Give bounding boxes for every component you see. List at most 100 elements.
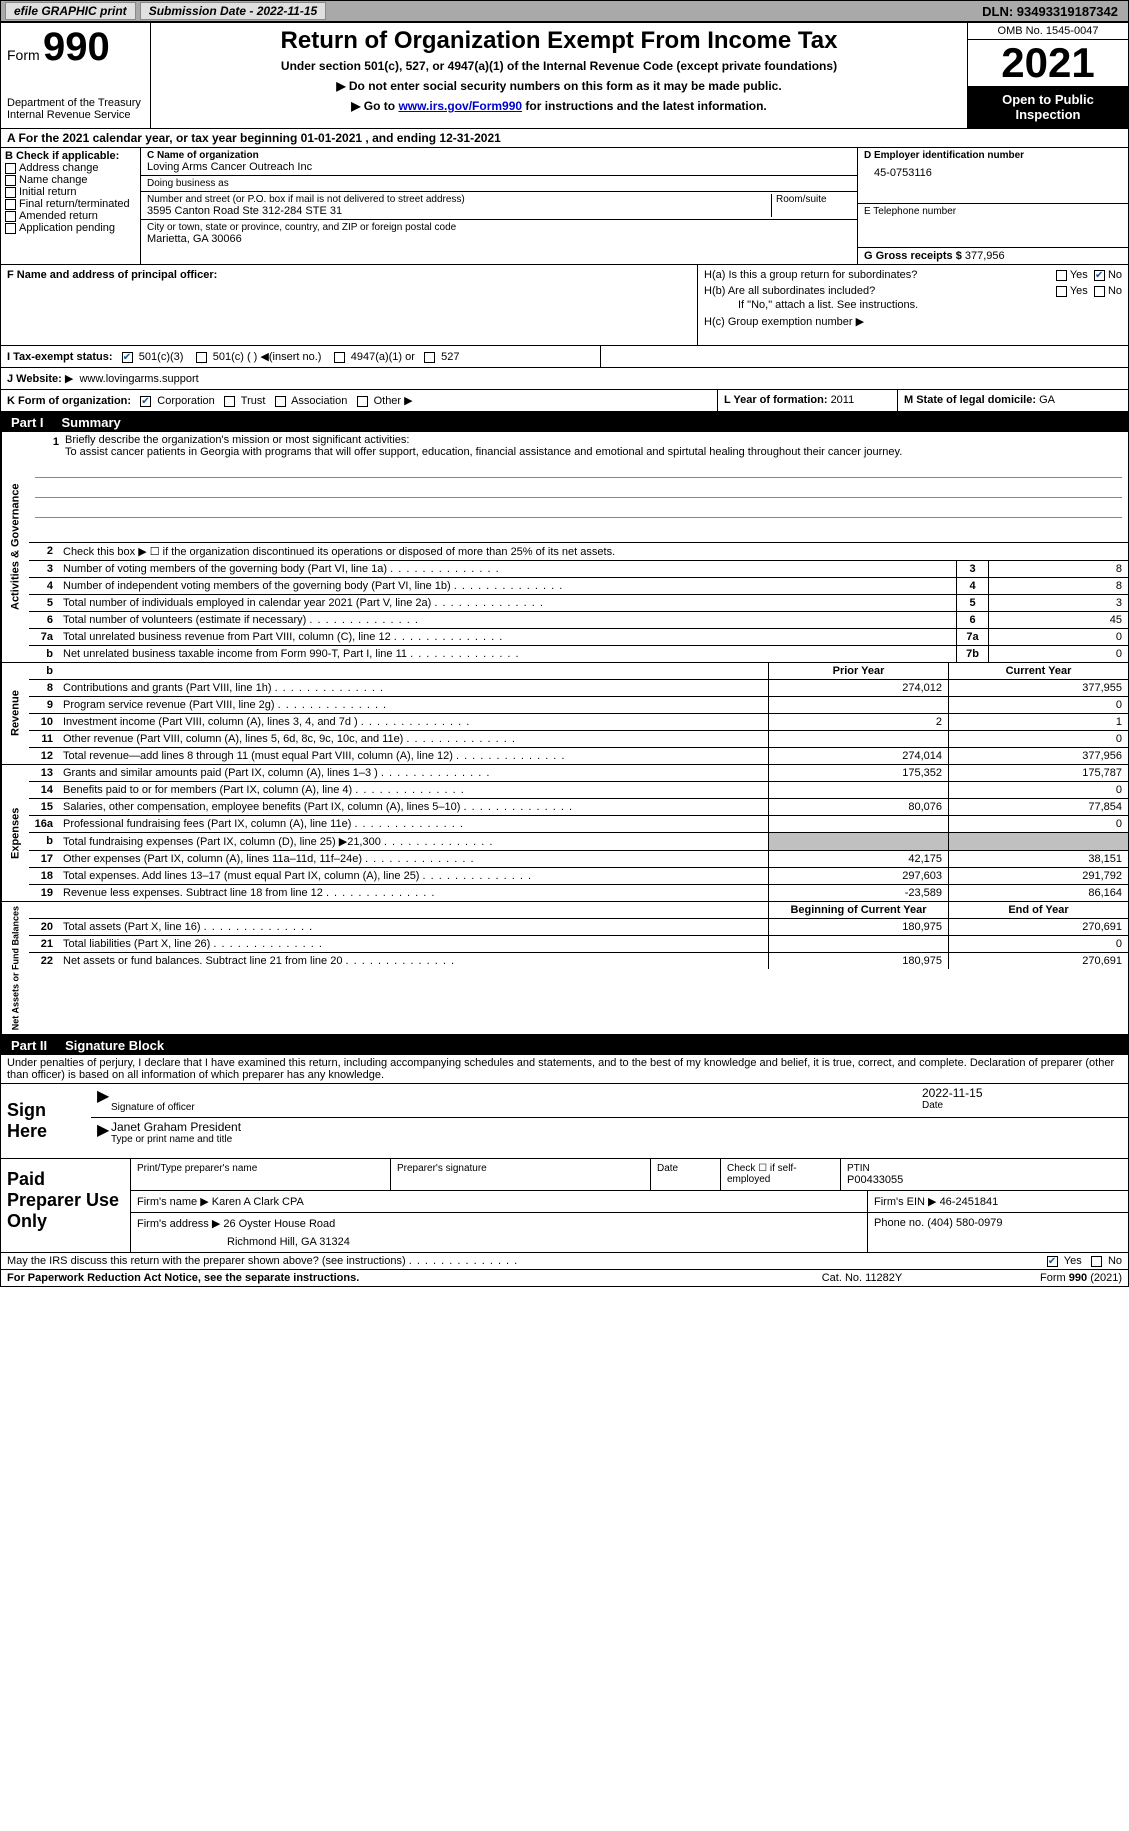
hb-no[interactable]: No <box>1094 285 1122 297</box>
line-14: 14Benefits paid to or for members (Part … <box>29 782 1128 799</box>
efile-print-button[interactable]: efile GRAPHIC print <box>5 2 136 20</box>
mission-text: To assist cancer patients in Georgia wit… <box>65 446 902 458</box>
website: www.lovingarms.support <box>79 373 198 385</box>
org-name: Loving Arms Cancer Outreach Inc <box>147 161 851 173</box>
line-15: 15Salaries, other compensation, employee… <box>29 799 1128 816</box>
principal-officer: F Name and address of principal officer: <box>1 265 698 345</box>
line-13: 13Grants and similar amounts paid (Part … <box>29 765 1128 782</box>
irs-link[interactable]: www.irs.gov/Form990 <box>398 99 522 113</box>
omb-number: OMB No. 1545-0047 <box>968 23 1128 40</box>
gross-receipts-box: G Gross receipts $ 377,956 <box>858 248 1128 264</box>
chk-4947[interactable]: 4947(a)(1) or <box>334 351 415 363</box>
tax-exempt-status: I Tax-exempt status: 501(c)(3) 501(c) ( … <box>1 346 601 367</box>
city-state-zip: Marietta, GA 30066 <box>147 233 851 245</box>
row-j: J Website: ▶ www.lovingarms.support <box>1 368 1128 390</box>
officer-name: Janet Graham President <box>111 1120 1122 1134</box>
col-b-title: B Check if applicable: <box>5 150 136 162</box>
form-note-link: ▶ Go to www.irs.gov/Form990 for instruct… <box>157 99 961 113</box>
discuss-no[interactable]: No <box>1091 1255 1122 1267</box>
firm-phone: (404) 580-0979 <box>927 1217 1002 1229</box>
org-name-box: C Name of organization Loving Arms Cance… <box>141 148 857 176</box>
header-right: OMB No. 1545-0047 2021 Open to Public In… <box>968 23 1128 128</box>
submission-date-button[interactable]: Submission Date - 2022-11-15 <box>140 2 327 20</box>
line-8: 8Contributions and grants (Part VIII, li… <box>29 680 1128 697</box>
page-footer: For Paperwork Reduction Act Notice, see … <box>1 1270 1128 1286</box>
form-label: Form <box>7 47 40 63</box>
summary-line-b: bNet unrelated business taxable income f… <box>29 646 1128 662</box>
netassets-header-row: Beginning of Current Year End of Year <box>29 902 1128 919</box>
dept-treasury: Department of the Treasury Internal Reve… <box>7 97 144 121</box>
row-i: I Tax-exempt status: 501(c)(3) 501(c) ( … <box>1 346 1128 368</box>
firm-addr2: Richmond Hill, GA 31324 <box>137 1230 861 1248</box>
form-990-2021: Form 990 (2021) <box>962 1272 1122 1284</box>
chk-app-pending[interactable]: Application pending <box>5 222 136 234</box>
column-b: B Check if applicable: Address change Na… <box>1 148 141 264</box>
chk-assoc[interactable]: Association <box>275 395 348 407</box>
form-title: Return of Organization Exempt From Incom… <box>157 27 961 55</box>
chk-final-return[interactable]: Final return/terminated <box>5 198 136 210</box>
street-address: 3595 Canton Road Ste 312-284 STE 31 <box>147 205 771 217</box>
ein-box: D Employer identification number 45-0753… <box>858 148 1128 204</box>
summary-line-4: 4Number of independent voting members of… <box>29 578 1128 595</box>
revenue-header-row: b Prior Year Current Year <box>29 663 1128 680</box>
chk-address-change[interactable]: Address change <box>5 162 136 174</box>
firm-addr1: 26 Oyster House Road <box>223 1218 335 1230</box>
form-note-ssn: ▶ Do not enter social security numbers o… <box>157 79 961 93</box>
tax-year: 2021 <box>968 40 1128 86</box>
column-d-e-g: D Employer identification number 45-0753… <box>858 148 1128 264</box>
tel-box: E Telephone number <box>858 204 1128 248</box>
summary-line-3: 3Number of voting members of the governi… <box>29 561 1128 578</box>
addr-box: Number and street (or P.O. box if mail i… <box>141 192 857 220</box>
year-formation: L Year of formation: 2011 <box>718 390 898 411</box>
line-9: 9Program service revenue (Part VIII, lin… <box>29 697 1128 714</box>
topbar: efile GRAPHIC print Submission Date - 20… <box>0 0 1129 22</box>
ptin: P00433055 <box>847 1174 1122 1186</box>
revenue-section: Revenue b Prior Year Current Year 8Contr… <box>1 663 1128 765</box>
part-2-header: Part II Signature Block <box>1 1035 1128 1055</box>
line-21: 21Total liabilities (Part X, line 26) 0 <box>29 936 1128 953</box>
ein: 45-0753116 <box>864 161 1122 179</box>
chk-trust[interactable]: Trust <box>224 395 266 407</box>
line-11: 11Other revenue (Part VIII, column (A), … <box>29 731 1128 748</box>
form-990-container: Form 990 Department of the Treasury Inte… <box>0 22 1129 1287</box>
group-return: H(a) Is this a group return for subordin… <box>698 265 1128 345</box>
chk-corp[interactable]: Corporation <box>140 395 215 407</box>
side-tab-netassets: Net Assets or Fund Balances <box>1 902 29 1034</box>
summary-line-6: 6Total number of volunteers (estimate if… <box>29 612 1128 629</box>
summary-line-7a: 7aTotal unrelated business revenue from … <box>29 629 1128 646</box>
row-f-h: F Name and address of principal officer:… <box>1 265 1128 346</box>
part-1-header: Part I Summary <box>1 412 1128 432</box>
signature-declaration: Under penalties of perjury, I declare th… <box>1 1055 1128 1083</box>
chk-name-change[interactable]: Name change <box>5 174 136 186</box>
ha-yes[interactable]: Yes <box>1056 269 1088 281</box>
chk-amended[interactable]: Amended return <box>5 210 136 222</box>
discuss-yes[interactable]: Yes <box>1047 1255 1082 1267</box>
line-16a: 16aProfessional fundraising fees (Part I… <box>29 816 1128 833</box>
chk-501c3[interactable]: 501(c)(3) <box>122 351 184 363</box>
side-tab-governance: Activities & Governance <box>1 432 29 662</box>
ha-no[interactable]: No <box>1094 269 1122 281</box>
chk-527[interactable]: 527 <box>424 351 459 363</box>
chk-initial-return[interactable]: Initial return <box>5 186 136 198</box>
rows-b-to-g: B Check if applicable: Address change Na… <box>1 148 1128 265</box>
column-c: C Name of organization Loving Arms Cance… <box>141 148 858 264</box>
net-assets-section: Net Assets or Fund Balances Beginning of… <box>1 902 1128 1035</box>
dba-box: Doing business as <box>141 176 857 192</box>
paid-preparer-label: Paid Preparer Use Only <box>1 1159 131 1252</box>
chk-other[interactable]: Other ▶ <box>357 395 413 407</box>
side-tab-revenue: Revenue <box>1 663 29 764</box>
state-domicile: M State of legal domicile: GA <box>898 390 1128 411</box>
discuss-with-preparer: May the IRS discuss this return with the… <box>1 1253 1128 1270</box>
row-a-tax-year: A For the 2021 calendar year, or tax yea… <box>1 129 1128 148</box>
row-k-l-m: K Form of organization: Corporation Trus… <box>1 390 1128 412</box>
chk-501c[interactable]: 501(c) ( ) ◀(insert no.) <box>196 351 322 363</box>
paid-preparer-block: Paid Preparer Use Only Print/Type prepar… <box>1 1159 1128 1253</box>
sign-here-block: Sign Here ▶ Signature of officer 2022-11… <box>1 1083 1128 1159</box>
line-12: 12Total revenue—add lines 8 through 11 (… <box>29 748 1128 764</box>
firm-ein: 46-2451841 <box>940 1196 999 1208</box>
sign-date: 2022-11-15 <box>922 1086 1122 1100</box>
hb-yes[interactable]: Yes <box>1056 285 1088 297</box>
form-number: 990 <box>43 25 110 69</box>
form-of-org: K Form of organization: Corporation Trus… <box>1 390 718 411</box>
form-header: Form 990 Department of the Treasury Inte… <box>1 23 1128 129</box>
